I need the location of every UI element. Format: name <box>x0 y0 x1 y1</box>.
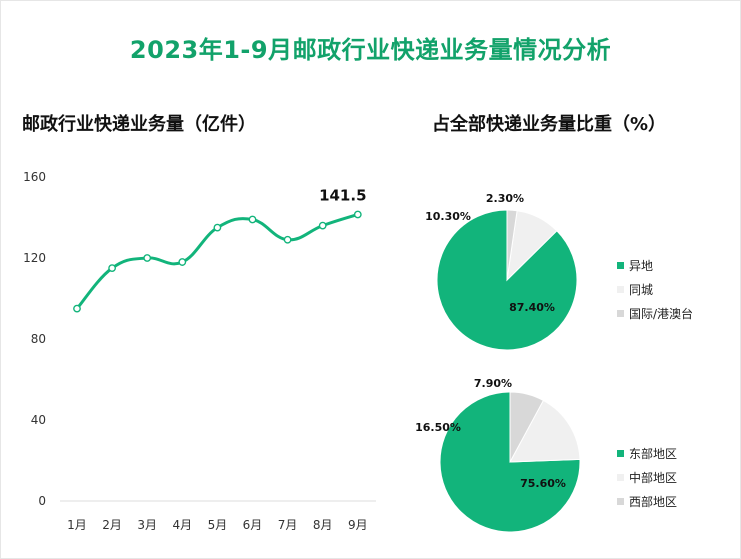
data-point <box>73 304 81 313</box>
legend-swatch <box>617 285 624 293</box>
legend-item: 中部地区 <box>617 465 677 489</box>
data-point <box>353 210 362 219</box>
pie-2-slice-label: 7.90% <box>474 377 512 390</box>
pie-1-slice-label: 2.30% <box>486 192 524 205</box>
pie-2-slice <box>509 399 581 463</box>
y-tick-label: 0 <box>38 494 46 508</box>
y-tick-label: 80 <box>31 332 46 346</box>
legend-swatch <box>617 497 624 505</box>
y-tick-label: 160 <box>23 170 46 184</box>
y-tick-label: 120 <box>23 251 46 265</box>
legend-label: 异地 <box>629 258 654 273</box>
data-point <box>143 254 152 262</box>
pie-2-slice <box>509 391 545 463</box>
x-tick-label: 7月 <box>278 518 298 532</box>
data-point <box>178 258 187 266</box>
pie-2-legend: 东部地区 中部地区 西部地区 <box>617 441 677 513</box>
legend-swatch <box>617 309 624 317</box>
legend-item: 西部地区 <box>617 489 677 513</box>
pie-1-slice-label: 10.30% <box>425 210 471 223</box>
x-tick-label: 4月 <box>172 518 192 532</box>
pie-1-slice-label: 87.40% <box>509 301 555 314</box>
data-point <box>108 264 117 273</box>
legend-swatch <box>617 473 624 481</box>
x-tick-label: 5月 <box>208 518 228 532</box>
legend-item: 异地 <box>617 253 693 277</box>
legend-label: 东部地区 <box>629 446 678 461</box>
legend-label: 国际/港澳台 <box>629 306 694 321</box>
x-tick-label: 8月 <box>313 518 333 532</box>
page-title: 2023年1-9月邮政行业快递业务量情况分析 <box>129 36 612 64</box>
data-point <box>248 215 257 224</box>
legend-label: 中部地区 <box>629 470 678 485</box>
pie-1-slice <box>506 209 518 281</box>
legend-item: 国际/港澳台 <box>617 301 693 325</box>
y-tick-label: 40 <box>31 413 46 427</box>
pie-2-slice-label: 75.60% <box>520 477 566 490</box>
x-tick-label: 2月 <box>102 518 122 532</box>
data-label: 141.5 <box>319 186 366 204</box>
legend-swatch <box>617 261 624 269</box>
legend-label: 同城 <box>629 282 654 297</box>
legend-label: 西部地区 <box>629 494 678 509</box>
x-tick-label: 1月 <box>67 518 87 532</box>
x-tick-label: 3月 <box>137 518 157 532</box>
line-chart-title: 邮政行业快递业务量（亿件） <box>22 114 256 135</box>
pie-chart-title: 占全部快递业务量比重（%） <box>432 114 667 135</box>
pie-1-legend: 异地 同城 国际/港澳台 <box>617 253 693 325</box>
legend-swatch <box>617 449 624 457</box>
x-tick-label: 6月 <box>243 518 263 532</box>
legend-item: 东部地区 <box>617 441 677 465</box>
x-tick-label: 9月 <box>348 518 368 532</box>
data-point <box>318 221 327 230</box>
data-point <box>213 223 222 232</box>
legend-item: 同城 <box>617 277 693 301</box>
data-point <box>283 235 292 244</box>
pie-2-slice-label: 16.50% <box>415 421 461 434</box>
